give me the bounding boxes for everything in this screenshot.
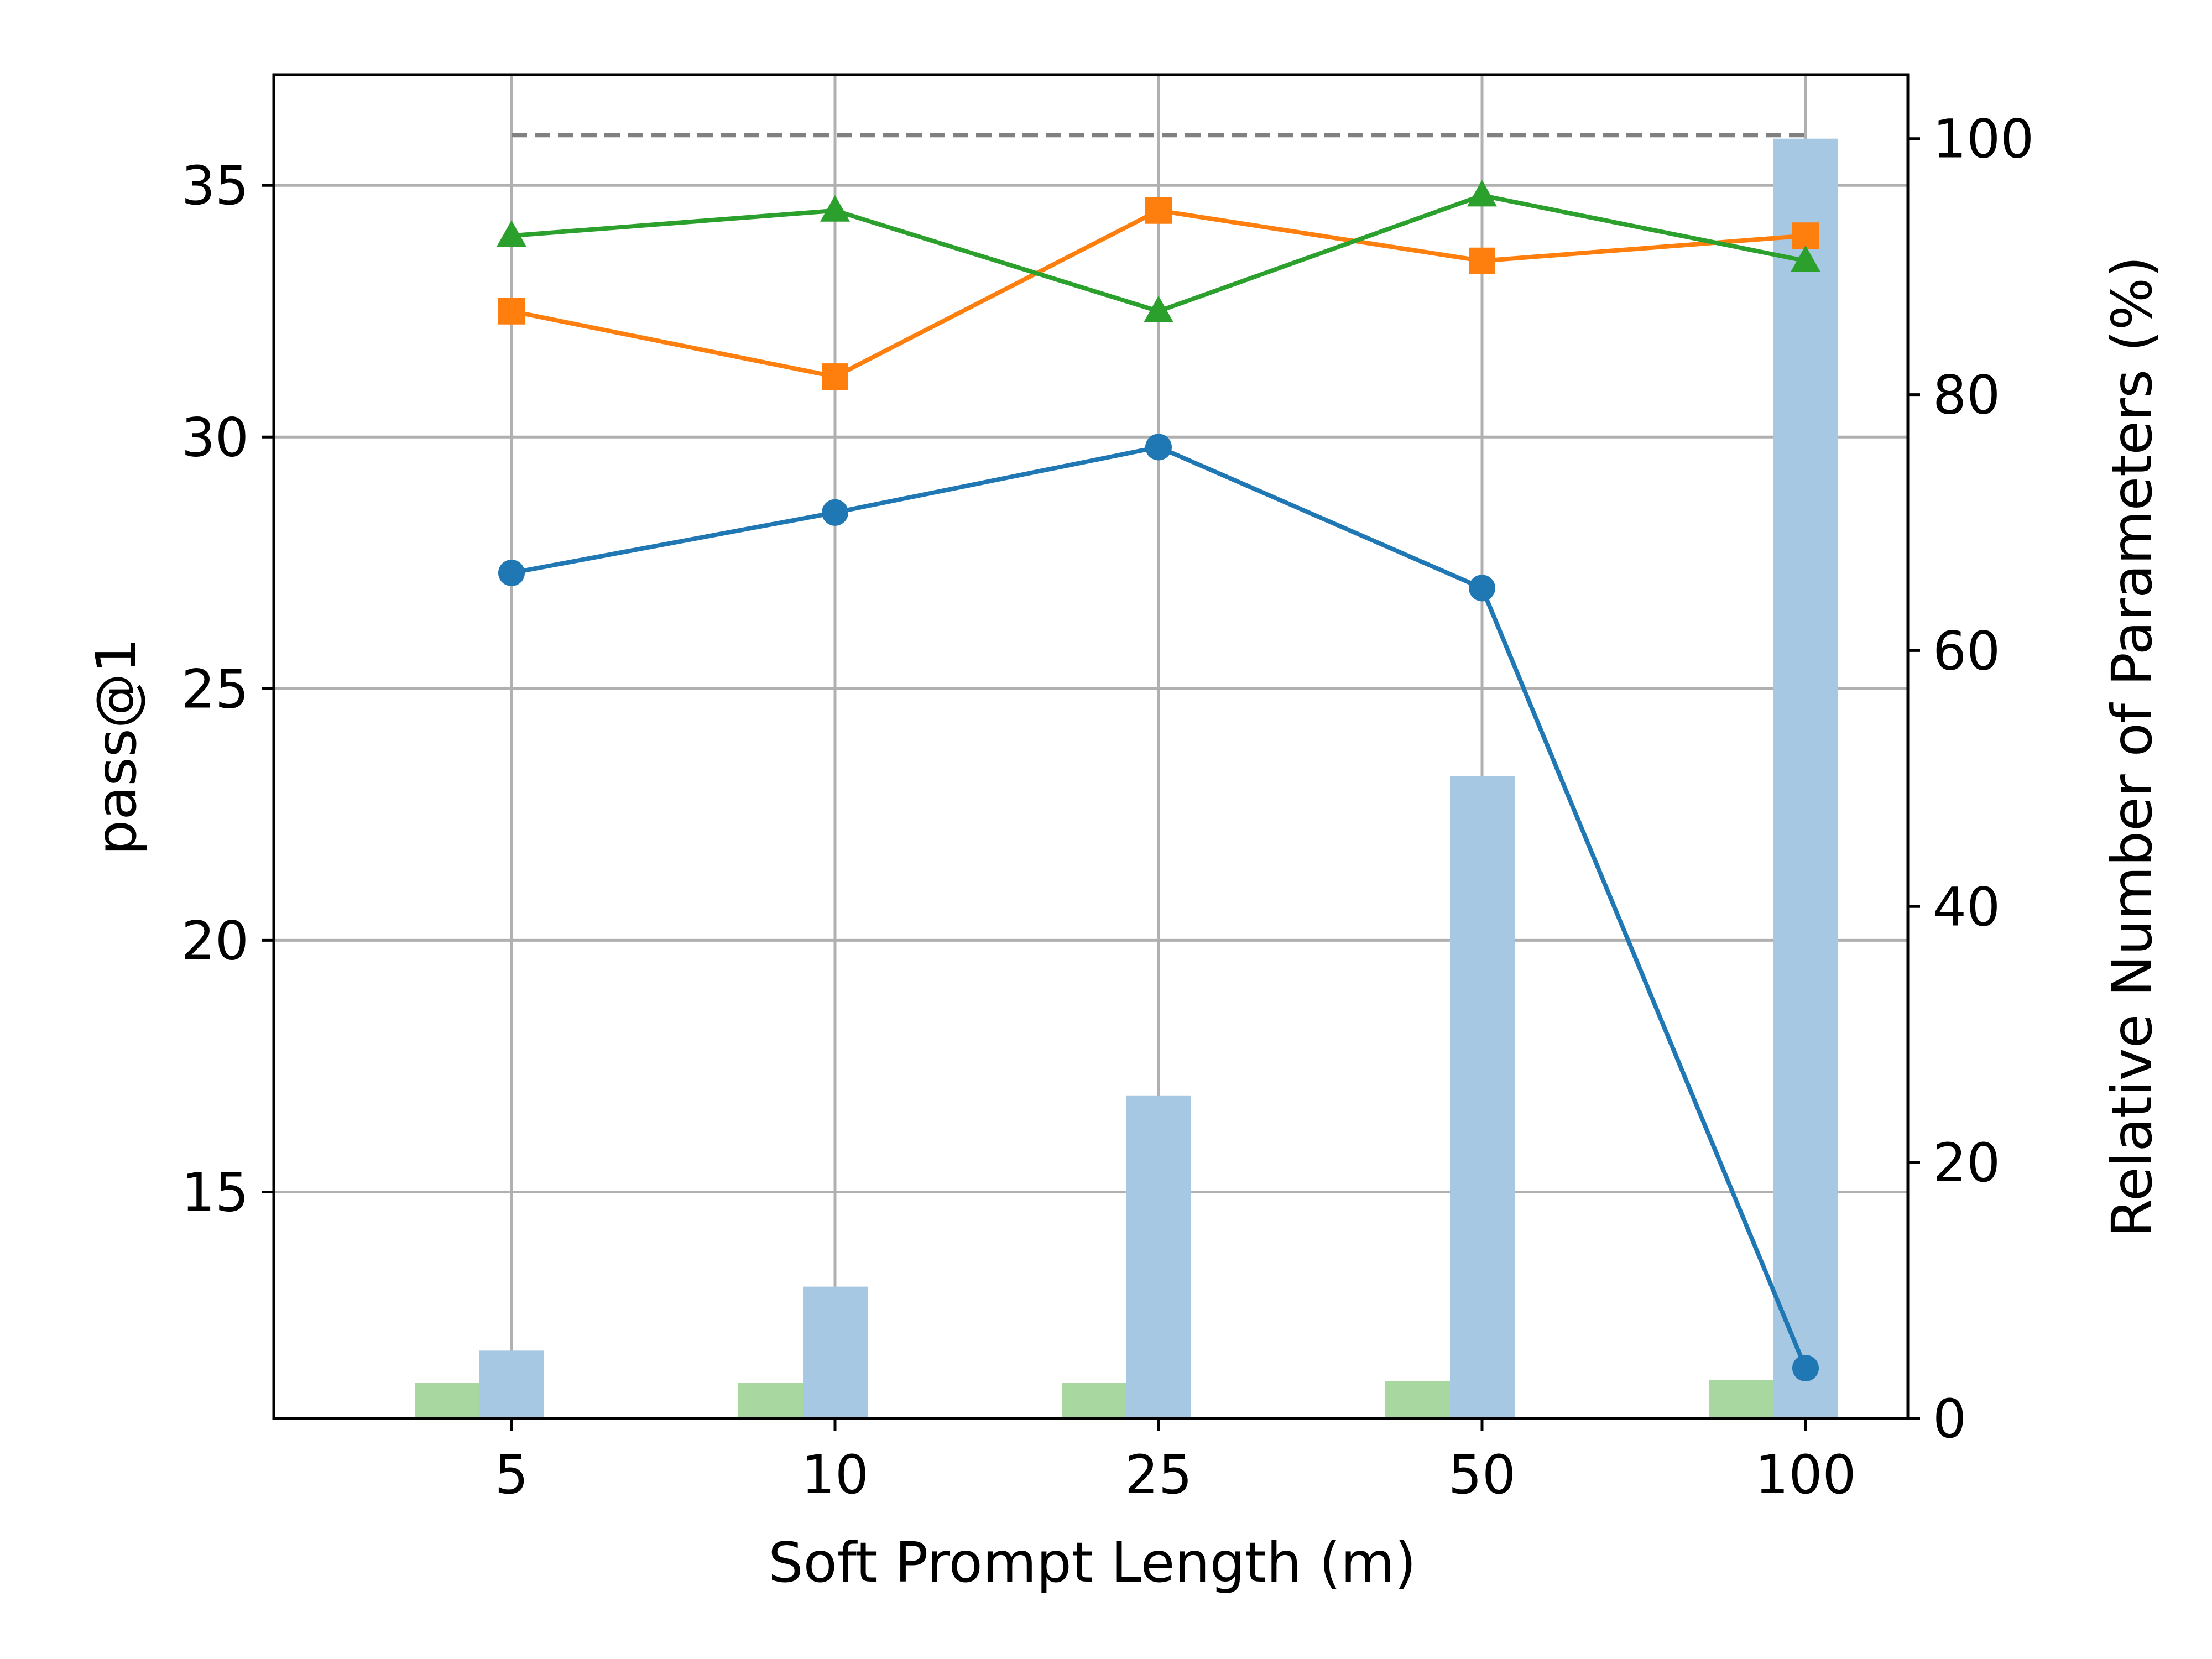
series-markers — [497, 180, 1820, 1381]
tick-labels: 5 10 25 50 100 15 20 25 30 35 0 20 40 60 80 100 — [181, 108, 2034, 1506]
bar — [415, 1383, 479, 1418]
y2-tick-label: 40 — [1933, 876, 2000, 938]
x-tick-label: 5 — [494, 1444, 528, 1506]
bar — [1062, 1383, 1126, 1418]
y2-axis-label: Relative Number of Parameters (%) — [2100, 256, 2164, 1237]
y-tick-label: 25 — [181, 658, 249, 720]
bar — [1773, 138, 1838, 1418]
bar — [1709, 1380, 1773, 1418]
data-point — [1467, 180, 1497, 207]
data-point — [822, 363, 848, 390]
data-point — [820, 195, 850, 222]
data-point — [1144, 295, 1173, 322]
data-point — [1792, 1354, 1819, 1381]
data-point — [1145, 197, 1172, 224]
y2-tick-label: 20 — [1933, 1132, 2000, 1194]
bar — [1385, 1381, 1450, 1418]
y2-tick-label: 60 — [1933, 620, 2000, 682]
x-tick-label: 100 — [1755, 1444, 1856, 1506]
data-point — [498, 298, 525, 325]
bar — [738, 1383, 803, 1418]
y-tick-label: 15 — [181, 1161, 249, 1223]
bars — [415, 138, 1838, 1418]
x-tick-label: 25 — [1125, 1444, 1192, 1506]
y2-tick-label: 100 — [1933, 108, 2034, 170]
y2-tick-label: 0 — [1933, 1388, 1966, 1450]
data-point — [1792, 222, 1819, 249]
bar — [1450, 776, 1515, 1418]
data-point — [822, 499, 848, 526]
plot-frame — [272, 73, 1910, 1420]
y2-tick-label: 80 — [1933, 364, 2000, 426]
y-tick-label: 35 — [181, 155, 249, 217]
grid — [274, 75, 1908, 1418]
data-point — [1469, 247, 1495, 274]
bar — [803, 1286, 868, 1418]
x-tick-label: 10 — [801, 1444, 869, 1506]
bar — [1126, 1095, 1191, 1418]
ticks — [262, 137, 1920, 1431]
data-point — [1791, 245, 1820, 272]
x-tick-label: 50 — [1448, 1444, 1516, 1506]
y-axis-label: pass@1 — [84, 638, 149, 855]
data-point — [1469, 575, 1495, 602]
y-tick-label: 30 — [181, 406, 249, 468]
y-tick-label: 20 — [181, 910, 249, 972]
bar — [479, 1350, 544, 1418]
data-point — [498, 560, 525, 587]
data-point — [1145, 434, 1172, 461]
x-axis-label: Soft Prompt Length (m) — [768, 1530, 1416, 1595]
data-point — [497, 220, 526, 247]
